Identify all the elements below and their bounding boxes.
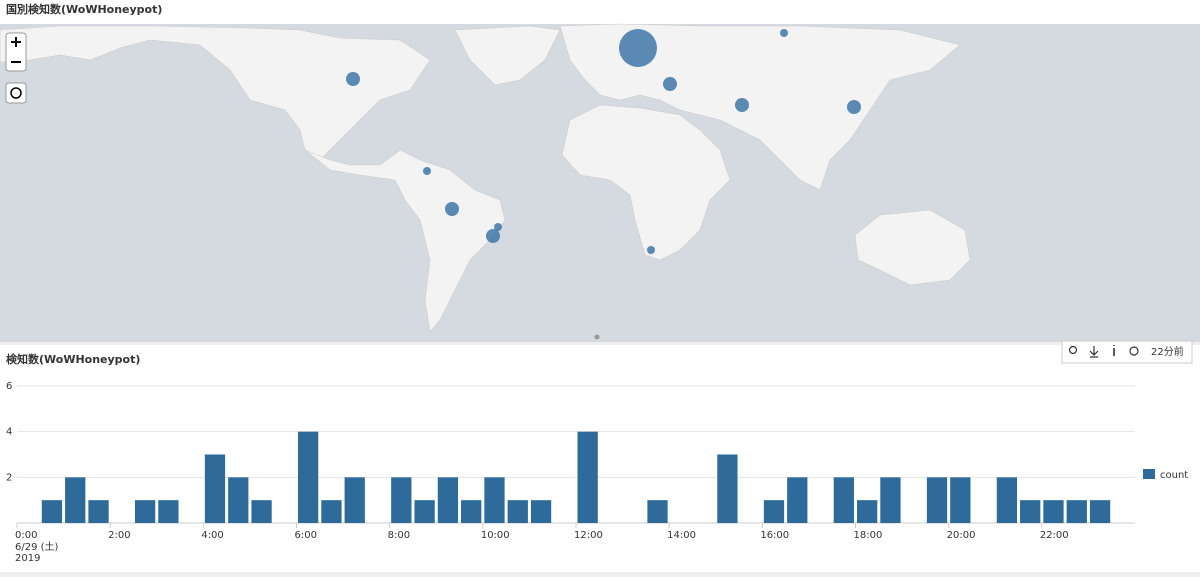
y-tick-label: 2 [6, 472, 12, 483]
bar [763, 500, 785, 523]
x-tick-label: 8:00 [388, 530, 410, 541]
x-tick-label: 14:00 [667, 530, 696, 541]
locate-icon [10, 87, 22, 99]
zoom-controls [5, 32, 27, 104]
map-marker[interactable] [423, 167, 431, 175]
map-marker[interactable] [780, 29, 788, 37]
map-marker[interactable] [346, 72, 360, 86]
refresh-icon[interactable] [1129, 346, 1139, 356]
locate-button[interactable] [5, 82, 27, 104]
bar [437, 477, 459, 523]
bar [65, 477, 86, 523]
bar [88, 500, 109, 523]
bar-chart: 2 4 6 0:00 2:00 4:00 6:00 8:00 10:00 12:00 14:00 16… [6, 381, 1188, 564]
zoom-in[interactable] [11, 37, 21, 47]
bar [204, 454, 226, 523]
x-tick-label: 22:00 [1040, 530, 1069, 541]
bar [833, 477, 854, 523]
x-tick-label: 20:00 [947, 530, 976, 541]
panel-divider [0, 342, 1200, 345]
land [561, 104, 731, 261]
bar [251, 500, 272, 523]
resize-handle[interactable] [594, 334, 600, 340]
bar [787, 477, 808, 523]
x-tick-label: 18:00 [854, 530, 883, 541]
bar [530, 500, 552, 523]
bar [996, 477, 1018, 523]
bar [1020, 500, 1041, 523]
bottom-border [0, 572, 1200, 577]
bar [1043, 500, 1064, 523]
x-tick-label: 12:00 [574, 530, 603, 541]
map-marker[interactable] [647, 246, 655, 254]
map-title: 国別検知数(WoWHoneypot) [6, 2, 162, 16]
bar [414, 500, 435, 523]
markers [346, 29, 861, 254]
bar [577, 431, 598, 523]
x-tick-label: 0:00 [15, 530, 37, 541]
land [854, 209, 971, 286]
bar [134, 500, 156, 523]
bar [857, 500, 878, 523]
bar [344, 477, 365, 523]
bar [484, 477, 505, 523]
bar [158, 500, 179, 523]
search-icon[interactable] [1068, 345, 1078, 355]
bar [880, 477, 901, 523]
map-marker[interactable] [445, 202, 459, 216]
bar [298, 431, 319, 523]
legend-swatch [1143, 469, 1155, 479]
x-tick-label: 16:00 [760, 530, 789, 541]
land [454, 25, 561, 86]
bar [461, 500, 482, 523]
x-tick-label: 6:00 [295, 530, 317, 541]
bar [391, 477, 412, 523]
legend-label: count [1160, 470, 1188, 481]
bar [950, 477, 971, 523]
map-marker[interactable] [847, 100, 861, 114]
bar [41, 500, 63, 523]
map[interactable] [0, 23, 1200, 342]
map-marker[interactable] [494, 223, 502, 231]
export-icon[interactable] [1089, 346, 1099, 358]
bar [507, 500, 528, 523]
time-ago: 22分前 [1151, 345, 1184, 358]
x-tick-label: 10:00 [481, 530, 510, 541]
bar [321, 500, 342, 523]
bar [926, 477, 948, 523]
bar [1089, 500, 1111, 523]
toolbar: 22分前 [1061, 340, 1193, 364]
map-marker[interactable] [619, 29, 657, 67]
x-sublabel: 2019 [15, 553, 40, 564]
x-tick-label: 4:00 [201, 530, 223, 541]
map-marker[interactable] [486, 229, 500, 243]
bar [647, 500, 668, 523]
land [304, 149, 506, 333]
x-sublabel: 6/29 (土) [15, 540, 59, 553]
y-tick-label: 4 [6, 427, 12, 438]
map-marker[interactable] [663, 77, 677, 91]
bar [717, 454, 738, 523]
chart-title: 検知数(WoWHoneypot) [6, 352, 140, 366]
x-tick-label: 2:00 [108, 530, 130, 541]
map-marker[interactable] [735, 98, 749, 112]
land [559, 23, 961, 191]
bar [1066, 500, 1087, 523]
y-tick-label: 6 [6, 381, 12, 392]
bar [228, 477, 249, 523]
